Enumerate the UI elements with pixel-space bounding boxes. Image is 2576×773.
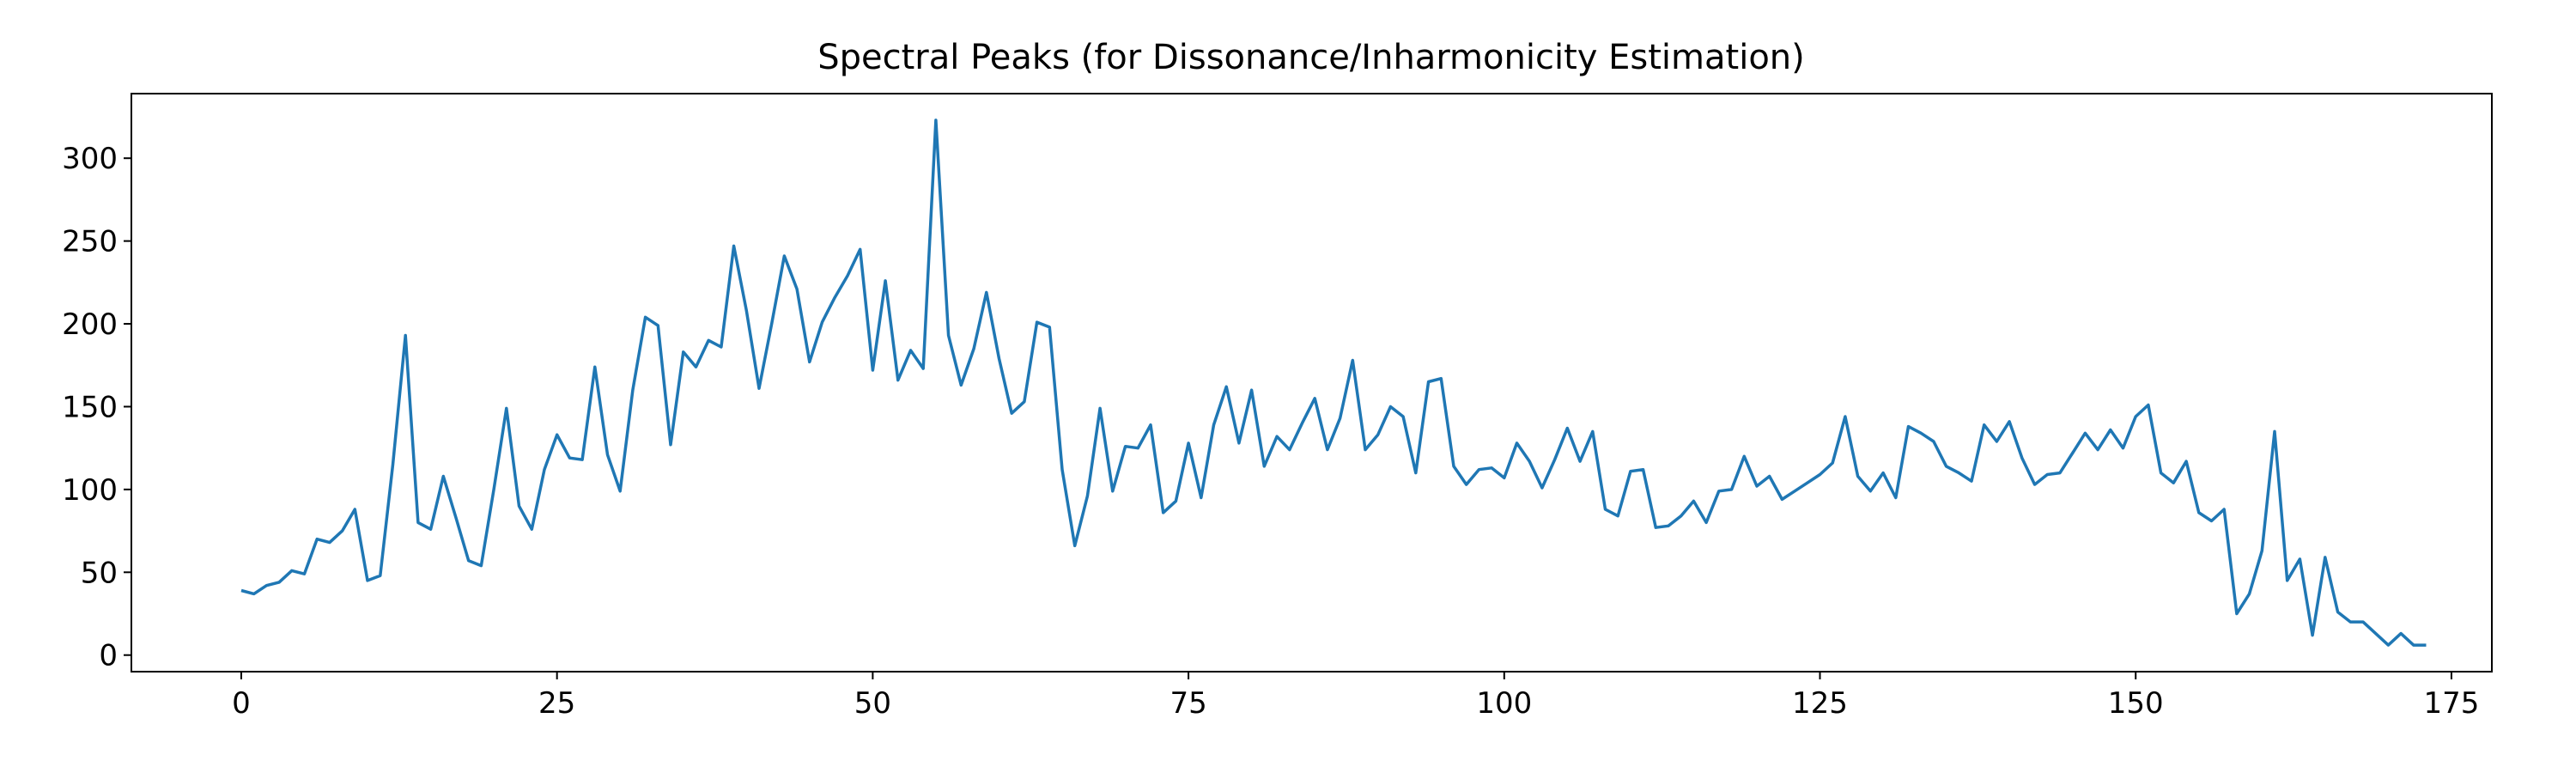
y-tick-label: 50 [81,556,118,590]
y-tick-label: 200 [62,307,118,342]
y-tick-label: 0 [99,639,118,673]
x-tick-label: 25 [538,686,575,721]
x-tick-label: 75 [1170,686,1206,721]
x-tick-label: 125 [1792,686,1848,721]
y-tick-label: 100 [62,473,118,508]
y-tick-label: 150 [62,390,118,424]
y-tick-label: 300 [62,142,118,176]
x-tick-label: 150 [2108,686,2164,721]
plot-frame [131,93,2493,673]
x-tick-label: 100 [1476,686,1532,721]
line [240,119,2427,647]
x-tick-label: 50 [854,686,891,721]
x-tick-label: 175 [2423,686,2479,721]
y-tick-label: 250 [62,225,118,259]
x-tick-label: 0 [232,686,251,721]
chart-title: Spectral Peaks (for Dissonance/Inharmoni… [817,38,1805,77]
